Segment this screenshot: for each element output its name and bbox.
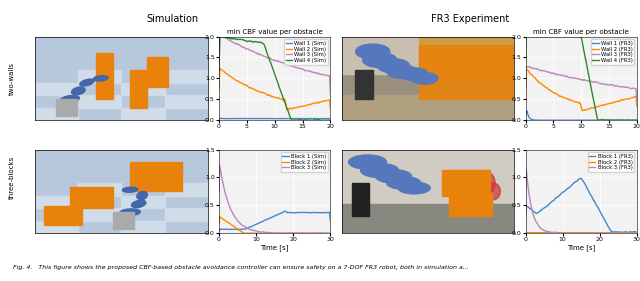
Ellipse shape bbox=[378, 59, 410, 73]
Ellipse shape bbox=[398, 182, 430, 194]
Bar bbox=[164, 70, 208, 83]
Bar bbox=[122, 196, 164, 208]
Ellipse shape bbox=[80, 79, 94, 86]
Bar bbox=[442, 171, 490, 196]
Ellipse shape bbox=[411, 72, 438, 84]
Ellipse shape bbox=[72, 87, 85, 95]
Ellipse shape bbox=[481, 173, 495, 193]
Bar bbox=[164, 208, 208, 221]
Ellipse shape bbox=[486, 183, 500, 200]
Bar bbox=[35, 83, 78, 95]
Ellipse shape bbox=[361, 163, 399, 178]
Bar bbox=[419, 37, 514, 78]
Ellipse shape bbox=[349, 155, 387, 169]
Bar bbox=[78, 183, 122, 196]
X-axis label: Time [s]: Time [s] bbox=[567, 244, 595, 251]
Ellipse shape bbox=[387, 177, 421, 189]
Legend: Wall 1 (FR3), Wall 2 (FR3), Wall 3 (FR3), Wall 4 (FR3): Wall 1 (FR3), Wall 2 (FR3), Wall 3 (FR3)… bbox=[591, 39, 634, 65]
Legend: Wall 1 (Sim), Wall 2 (Sim), Wall 3 (Sim), Wall 4 (Sim): Wall 1 (Sim), Wall 2 (Sim), Wall 3 (Sim)… bbox=[284, 39, 328, 65]
Bar bbox=[44, 207, 82, 225]
Bar bbox=[56, 99, 77, 116]
Bar bbox=[122, 108, 164, 120]
Ellipse shape bbox=[400, 68, 428, 80]
Title: min CBF value per obstacle: min CBF value per obstacle bbox=[533, 29, 629, 35]
Bar bbox=[342, 204, 514, 233]
X-axis label: Time [s]: Time [s] bbox=[260, 244, 289, 251]
Bar bbox=[35, 196, 78, 208]
Text: Simulation: Simulation bbox=[147, 14, 199, 24]
Bar bbox=[78, 208, 122, 221]
Bar bbox=[122, 221, 164, 233]
Legend: Block 1 (Sim), Block 2 (Sim), Block 3 (Sim): Block 1 (Sim), Block 2 (Sim), Block 3 (S… bbox=[281, 152, 328, 172]
Bar bbox=[419, 45, 514, 99]
Ellipse shape bbox=[122, 187, 138, 192]
Bar bbox=[78, 70, 122, 83]
Bar bbox=[352, 183, 369, 216]
Bar bbox=[122, 83, 164, 95]
Ellipse shape bbox=[387, 65, 417, 78]
Ellipse shape bbox=[120, 209, 140, 216]
Bar bbox=[78, 95, 122, 108]
Ellipse shape bbox=[137, 191, 147, 200]
Ellipse shape bbox=[60, 96, 79, 103]
Bar bbox=[449, 193, 492, 216]
Bar bbox=[113, 212, 134, 229]
Bar bbox=[70, 187, 113, 208]
Text: two-walls: two-walls bbox=[8, 62, 15, 95]
Title: min CBF value per obstacle: min CBF value per obstacle bbox=[227, 29, 323, 35]
Legend: Block 1 (FR3), Block 2 (FR3), Block 3 (FR3): Block 1 (FR3), Block 2 (FR3), Block 3 (F… bbox=[588, 152, 634, 172]
Bar bbox=[35, 108, 78, 120]
Ellipse shape bbox=[376, 170, 412, 183]
Bar bbox=[342, 37, 419, 74]
Bar bbox=[130, 70, 147, 108]
Ellipse shape bbox=[356, 44, 390, 59]
Ellipse shape bbox=[131, 200, 146, 208]
Bar bbox=[164, 183, 208, 196]
Bar bbox=[164, 95, 208, 108]
Ellipse shape bbox=[362, 53, 397, 67]
Text: three-blocks: three-blocks bbox=[8, 155, 15, 199]
Bar bbox=[355, 70, 372, 99]
Bar bbox=[35, 221, 78, 233]
Bar bbox=[147, 57, 168, 87]
Ellipse shape bbox=[93, 76, 108, 81]
Bar bbox=[95, 53, 113, 99]
Bar bbox=[130, 162, 182, 191]
Text: Fig. 4.   This figure shows the proposed CBF-based obstacle avoidance controller: Fig. 4. This figure shows the proposed C… bbox=[13, 265, 468, 270]
Text: FR3 Experiment: FR3 Experiment bbox=[431, 14, 509, 24]
Bar bbox=[342, 149, 514, 204]
Bar bbox=[342, 95, 514, 120]
